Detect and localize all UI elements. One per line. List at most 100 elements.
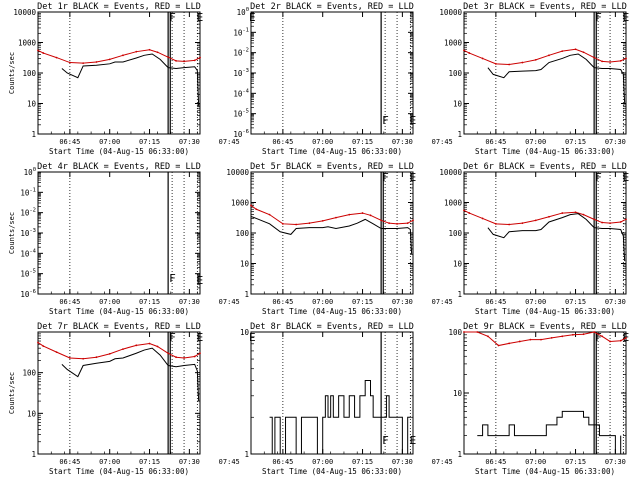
- lld-point: [550, 337, 553, 339]
- x-tick-label: 07:30: [392, 458, 413, 466]
- y-tick-label: 10-6: [20, 289, 36, 299]
- lld-point: [68, 357, 71, 359]
- x-axis-label: Start Time (04-Aug-15 06:33:00): [262, 307, 402, 316]
- marker-label-e: E: [197, 274, 204, 287]
- x-tick-label: 07:00: [99, 458, 120, 466]
- y-tick-label: 10: [27, 100, 37, 109]
- x-tick-label: 07:00: [525, 138, 546, 146]
- x-tick-label: 07:00: [525, 298, 546, 306]
- lld-point: [625, 337, 627, 339]
- series-line-lld: [463, 209, 627, 225]
- y-tick-label: 10-3: [20, 228, 36, 238]
- lld-point: [548, 54, 550, 57]
- chart-panel-4: Det 4r BLACK = Events, RED = LLD 10-6 10-5…: [8, 162, 240, 316]
- lld-point: [183, 357, 185, 359]
- lld-point: [593, 331, 596, 333]
- chart-title: Det 3r BLACK = Events, RED = LLD: [463, 2, 627, 12]
- y-tick-label: 100: [448, 229, 462, 238]
- lld-point: [167, 352, 170, 355]
- lld-point: [321, 219, 324, 222]
- lld-point: [183, 60, 185, 63]
- lld-point: [199, 352, 201, 355]
- y-tick-label: 100: [237, 7, 249, 17]
- lld-point: [55, 351, 58, 354]
- y-tick-label: 10-2: [20, 208, 36, 218]
- x-tick-label: 07:30: [605, 298, 626, 306]
- y-axis-label: Counts/sec: [8, 212, 16, 254]
- x-axis-label: Start Time (04-Aug-15 06:33:00): [49, 147, 189, 156]
- x-tick-label: 07:45: [432, 298, 453, 306]
- lld-point: [135, 344, 138, 347]
- y-tick-label: 1: [244, 290, 249, 299]
- lld-point: [37, 341, 39, 344]
- lld-point: [601, 221, 603, 224]
- lld-point: [487, 335, 489, 338]
- lld-point: [601, 335, 603, 338]
- lld-point: [548, 215, 550, 218]
- chart-panel-5: Det 5r BLACK = Events, RED = LLD 1 10 100 10…: [226, 162, 452, 316]
- lld-point: [380, 219, 383, 222]
- lld-point: [508, 223, 511, 226]
- chart-title: Det 4r BLACK = Events, RED = LLD: [37, 162, 201, 172]
- y-tick-label: 10: [453, 100, 463, 109]
- lld-point: [361, 212, 364, 214]
- lld-point: [582, 51, 585, 54]
- marker-label-f: F: [595, 331, 602, 344]
- marker-label-f: F: [169, 272, 176, 285]
- y-tick-label: 1000: [18, 39, 37, 48]
- lld-point: [295, 223, 298, 226]
- marker-label-e: E: [623, 11, 630, 24]
- series-line-events: [61, 347, 200, 402]
- lld-point: [37, 49, 39, 52]
- x-axis-label: Start Time (04-Aug-15 06:33:00): [475, 147, 615, 156]
- lld-point: [574, 48, 577, 51]
- y-tick-label: 100: [22, 369, 36, 378]
- y-tick-label: 100: [22, 69, 36, 78]
- lld-point: [135, 50, 138, 53]
- marker-label-e: E: [623, 171, 630, 184]
- x-tick-label: 07:15: [565, 138, 586, 146]
- lld-point: [82, 357, 85, 360]
- lld-point: [199, 56, 201, 59]
- lld-point: [521, 61, 524, 64]
- lld-point: [619, 59, 622, 62]
- x-tick-label: 07:15: [352, 138, 373, 146]
- x-tick-label: 06:45: [272, 138, 293, 146]
- lld-point: [95, 61, 98, 63]
- y-tick-label: 10000: [439, 168, 462, 177]
- plot-frame: [250, 171, 414, 295]
- y-tick-label: 1000: [231, 199, 250, 208]
- plot-frame: [37, 331, 201, 455]
- lld-point: [175, 59, 177, 62]
- lld-point: [609, 340, 611, 343]
- x-tick-label: 07:30: [179, 458, 200, 466]
- x-tick-label: 07:00: [525, 458, 546, 466]
- x-tick-label: 06:45: [59, 138, 80, 146]
- y-tick-label: 10000: [439, 8, 462, 17]
- series-line-events: [487, 213, 626, 262]
- x-tick-label: 07:30: [179, 298, 200, 306]
- x-tick-label: 06:45: [59, 298, 80, 306]
- chart-title: Det 9r BLACK = Events, RED = LLD: [463, 322, 627, 332]
- x-axis-label: Start Time (04-Aug-15 06:33:00): [262, 147, 402, 156]
- series-line-events: [269, 380, 411, 455]
- y-tick-label: 1: [244, 450, 249, 459]
- y-tick-label: 1000: [444, 39, 463, 48]
- y-tick-label: 1: [457, 130, 462, 139]
- series-line-events: [250, 215, 413, 255]
- marker-label-e: E: [249, 331, 256, 344]
- lld-point: [582, 333, 585, 336]
- x-tick-label: 07:30: [605, 458, 626, 466]
- lld-point: [281, 222, 284, 225]
- lld-point: [540, 338, 542, 341]
- marker-label-f: F: [382, 434, 389, 447]
- y-tick-label: 100: [448, 69, 462, 78]
- lld-point: [108, 58, 111, 61]
- lld-point: [609, 61, 611, 63]
- marker-label-e: E: [410, 434, 417, 447]
- marker-label-f: F: [595, 11, 602, 24]
- y-tick-label: 10000: [226, 168, 249, 177]
- series-line-lld: [37, 49, 201, 64]
- x-tick-label: 07:30: [392, 138, 413, 146]
